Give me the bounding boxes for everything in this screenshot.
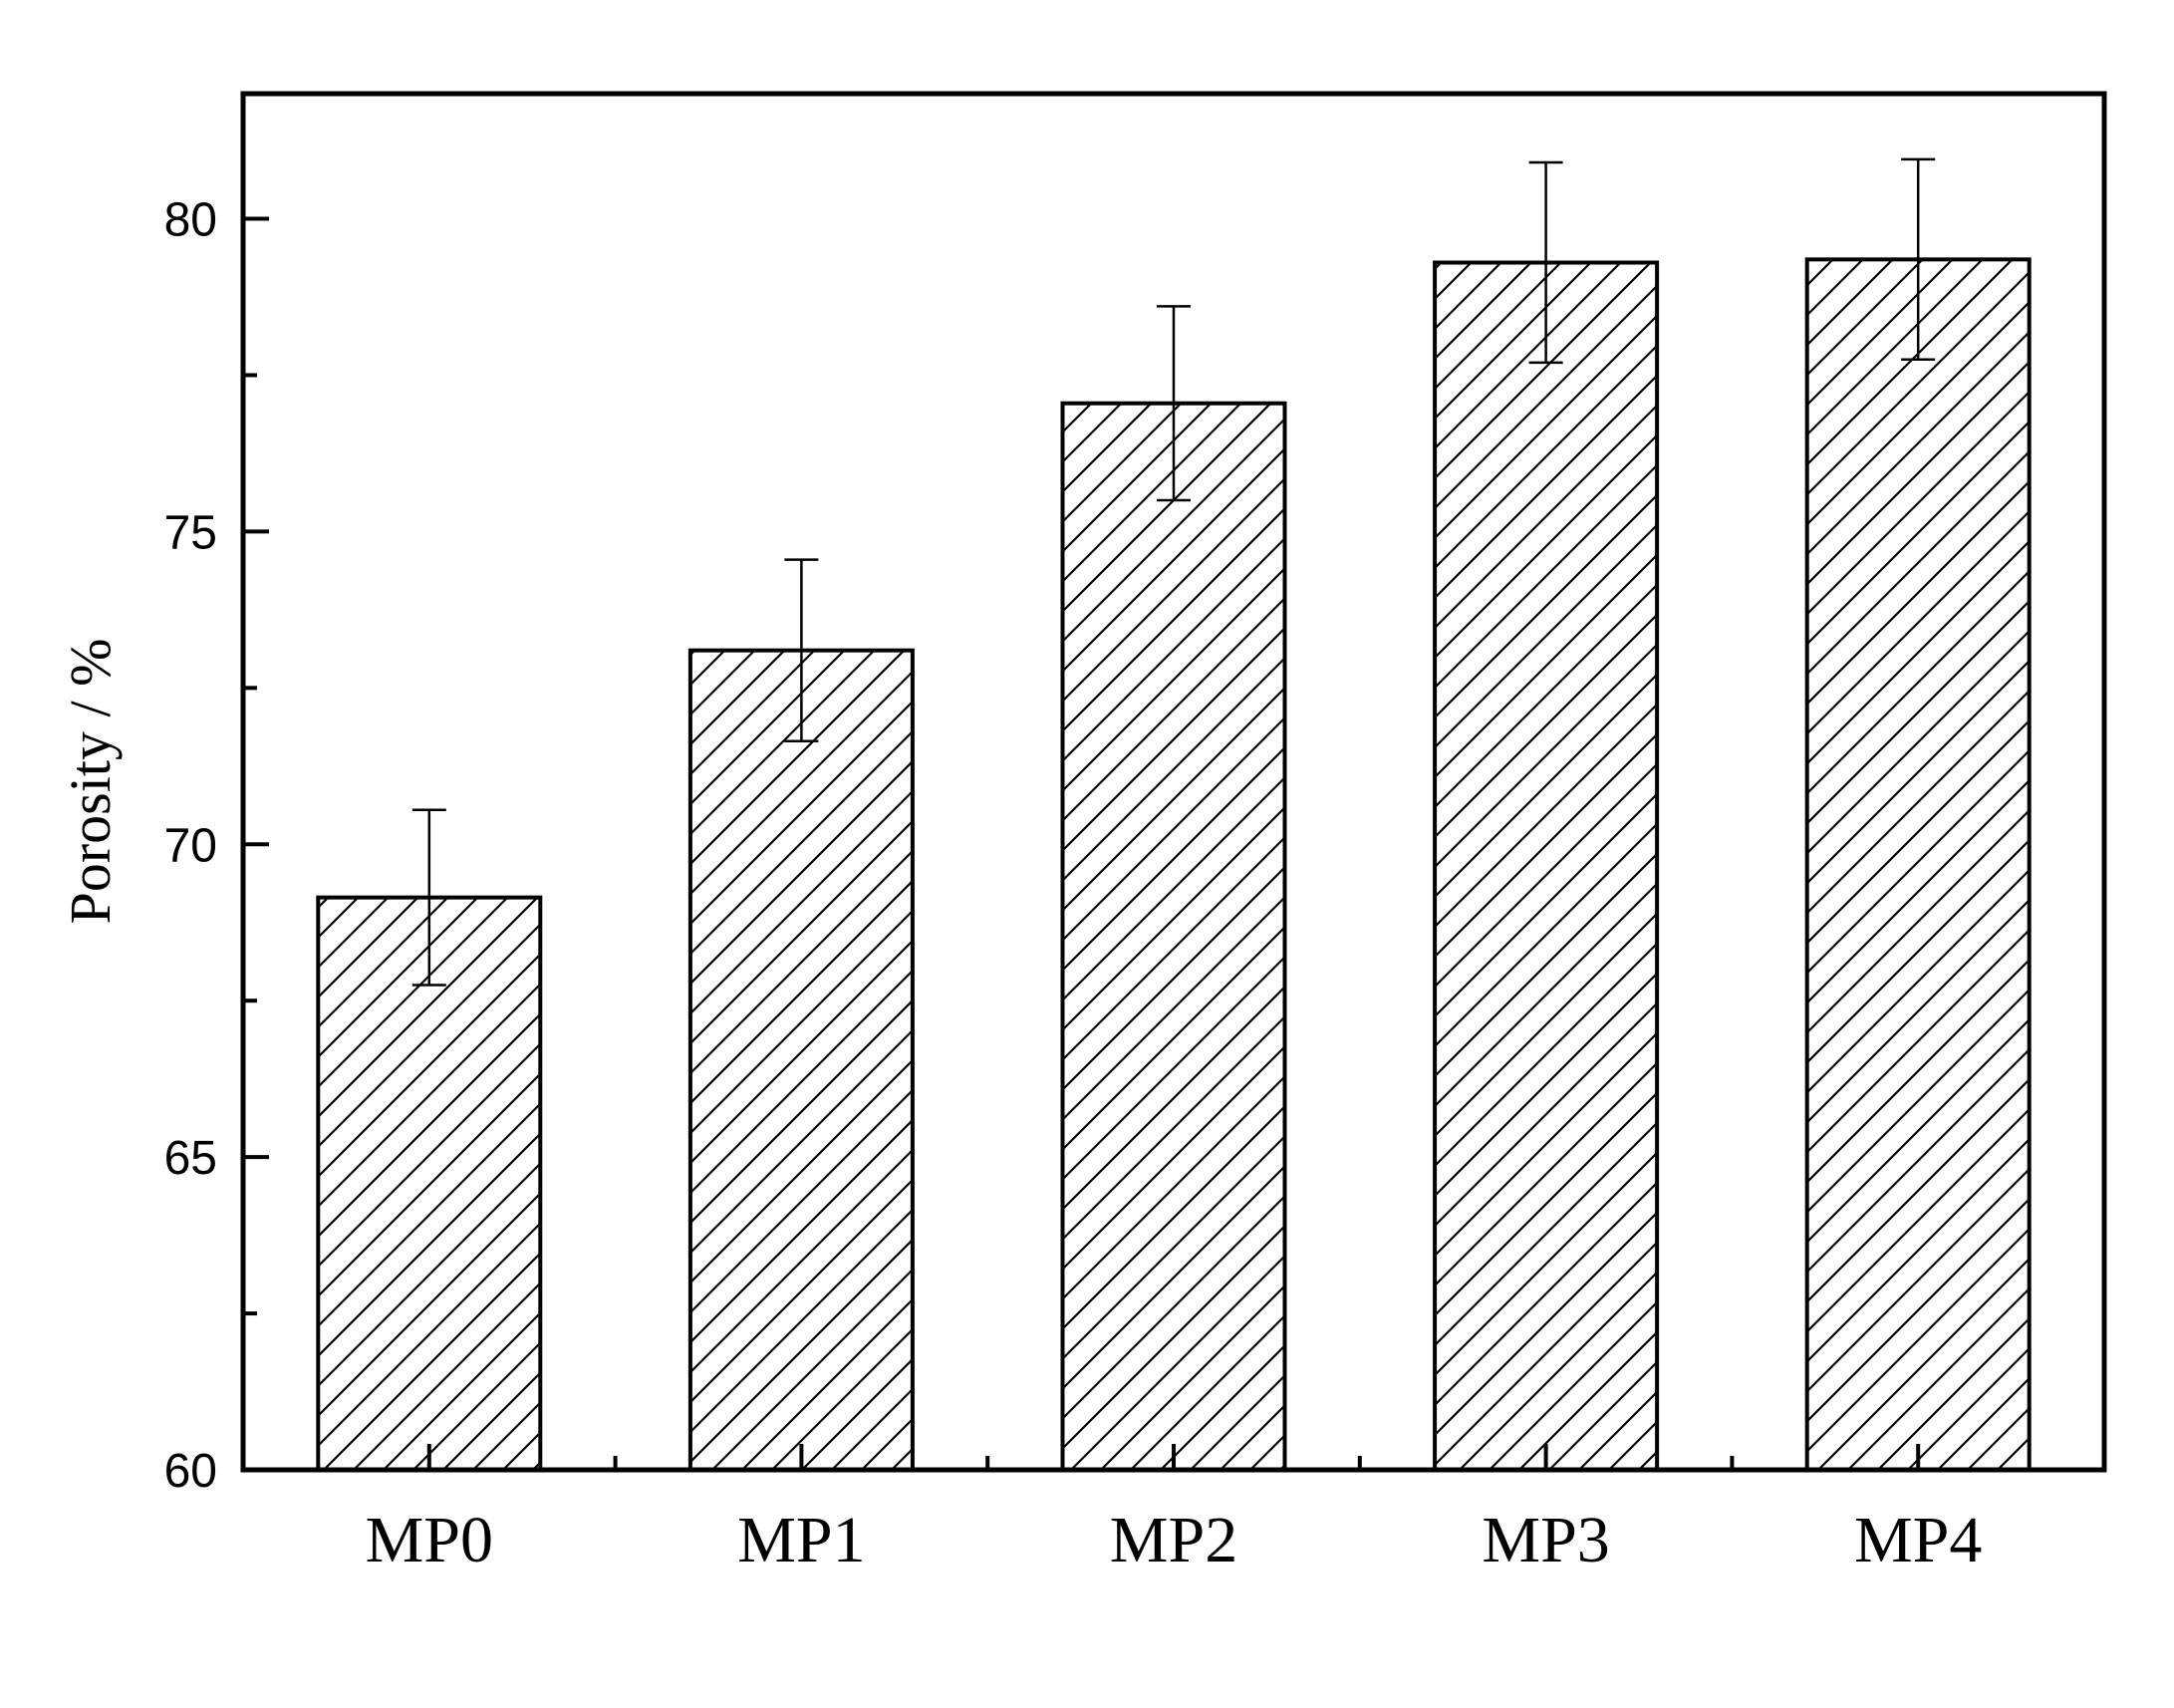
x-tick-label-mp2: MP2 <box>1110 1504 1237 1576</box>
error-bar-mp2 <box>1157 305 1191 502</box>
bar-hatch-mp4 <box>1806 259 2030 1471</box>
x-tick-label-mp1: MP1 <box>737 1504 865 1576</box>
error-bar-mp3 <box>1528 160 1563 365</box>
bar-hatch-mp2 <box>1062 403 1285 1471</box>
y-tick-label-65: 65 <box>164 1132 217 1185</box>
bar-hatch-mp1 <box>689 650 913 1470</box>
bar-hatch-mp3 <box>1435 262 1658 1471</box>
y-tick-label-60: 60 <box>164 1445 217 1498</box>
error-bars-layer <box>411 157 1936 987</box>
x-axis-ticks: MP0 MP1 MP2 MP3 MP4 <box>366 1444 1982 1576</box>
error-bar-mp1 <box>784 558 819 742</box>
y-tick-label-75: 75 <box>164 506 217 559</box>
x-tick-label-mp4: MP4 <box>1854 1504 1982 1576</box>
y-tick-label-70: 70 <box>164 819 217 872</box>
error-bar-mp0 <box>411 808 446 987</box>
error-bar-mp4 <box>1901 157 1936 362</box>
x-tick-label-mp3: MP3 <box>1482 1504 1609 1576</box>
x-tick-label-mp0: MP0 <box>366 1504 493 1576</box>
y-tick-label-80: 80 <box>164 194 217 247</box>
y-axis-title: Porosity / % <box>58 639 123 925</box>
y-axis-ticks: 60 65 70 75 80 <box>164 194 269 1498</box>
bar-hatch-mp0 <box>318 897 541 1470</box>
